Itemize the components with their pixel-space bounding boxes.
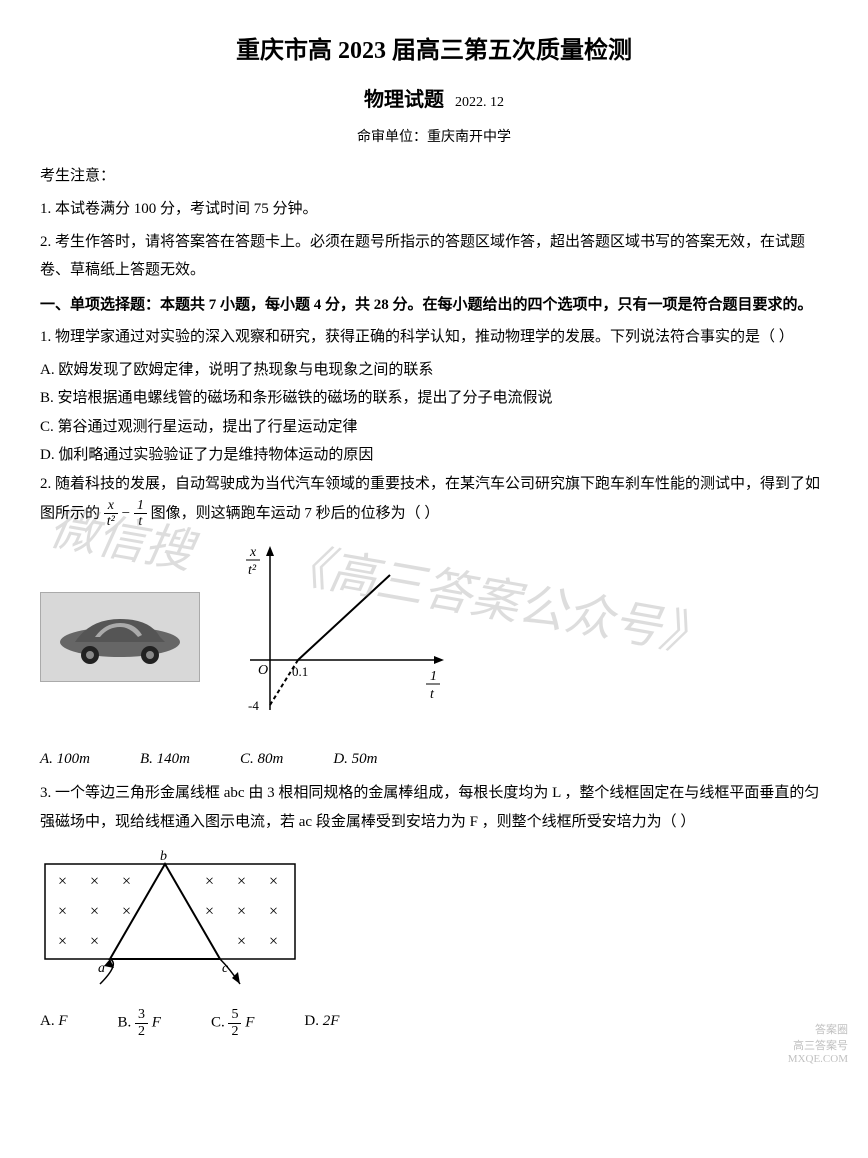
svg-text:×: ×: [58, 873, 67, 890]
q1-option-d: D. 伽利略通过实验验证了力是维持物体运动的原因: [40, 441, 828, 470]
q3-options: A. F B. 32 F C. 52 F D. 2F: [40, 1007, 828, 1039]
svg-text:×: ×: [205, 903, 214, 920]
q3-optb-den: 2: [135, 1024, 148, 1039]
svg-text:×: ×: [58, 933, 67, 950]
car-icon: [50, 607, 190, 667]
q2-stem: 2. 随着科技的发展，自动驾驶成为当代汽车领域的重要技术，在某汽车公司研究旗下跑…: [40, 470, 828, 530]
q2-figure-row: x t² 1 t O 0.1 -4: [40, 540, 828, 735]
q3-opta-prefix: A.: [40, 1013, 58, 1029]
footer-mark2: 高三答案号: [788, 1037, 848, 1053]
main-title: 重庆市高 2023 届高三第五次质量检测: [40, 30, 828, 65]
q1-option-b: B. 安培根据通电螺线管的磁场和条形磁铁的磁场的联系，提出了分子电流假说: [40, 384, 828, 413]
svg-text:×: ×: [269, 933, 278, 950]
q2-option-c: C. 80m: [240, 745, 283, 774]
q2-graph-xint: 0.1: [292, 664, 308, 679]
svg-text:×: ×: [90, 933, 99, 950]
svg-text:×: ×: [122, 903, 131, 920]
q1-option-a: A. 欧姆发现了欧姆定律，说明了热现象与电现象之间的联系: [40, 356, 828, 385]
q3-opta-val: F: [58, 1013, 67, 1029]
svg-text:×: ×: [237, 933, 246, 950]
q2-graph-origin: O: [258, 663, 268, 678]
q3-option-c: C. 52 F: [211, 1007, 254, 1039]
footer-mark1: 答案圈: [788, 1021, 848, 1037]
svg-text:×: ×: [122, 873, 131, 890]
q3-stem: 3. 一个等边三角形金属线框 abc 由 3 根相同规格的金属棒组成，每根长度均…: [40, 779, 828, 836]
q3-optb-num: 3: [135, 1007, 148, 1023]
q3-optc-den: 2: [228, 1024, 241, 1039]
q2-graph-xlabel-den: t: [430, 687, 435, 702]
svg-text:×: ×: [205, 873, 214, 890]
q2-graph-ylabel-den: t²: [248, 563, 257, 578]
q3-optc-suffix: F: [241, 1015, 254, 1031]
q2-option-d: D. 50m: [333, 745, 377, 774]
q3-optd-prefix: D.: [304, 1013, 322, 1029]
q2-frac1-num: x: [104, 498, 118, 514]
q2-frac1-den: t²: [104, 514, 118, 529]
notice-header: 考生注意：: [40, 164, 828, 185]
svg-text:×: ×: [58, 903, 67, 920]
q2-option-b: B. 140m: [140, 745, 190, 774]
q3-vertex-b: b: [160, 849, 167, 864]
notice-item-1: 1. 本试卷满分 100 分，考试时间 75 分钟。: [40, 195, 828, 224]
svg-text:×: ×: [237, 903, 246, 920]
q3-option-d: D. 2F: [304, 1007, 339, 1039]
q3-option-a: A. F: [40, 1007, 68, 1039]
svg-text:×: ×: [90, 903, 99, 920]
q2-stem-part2: 图像，则这辆跑车运动 7 秒后的位移为（ ）: [151, 505, 440, 521]
q2-graph: x t² 1 t O 0.1 -4: [220, 540, 460, 735]
notice-item-2: 2. 考生作答时，请将答案答在答题卡上。必须在题号所指示的答题区域作答，超出答题…: [40, 228, 828, 285]
q2-car-image: [40, 592, 200, 682]
author-line: 命审单位：重庆南开中学: [40, 126, 828, 146]
q2-frac-sep: −: [122, 505, 134, 521]
q3-diagram-svg: ××× ××× ××× ××× ×× ×× b a c: [40, 844, 300, 994]
q2-graph-yint: -4: [248, 698, 259, 713]
footer-marks: 答案圈 高三答案号 MXQE.COM: [788, 1021, 848, 1065]
exam-date: 2022. 12: [455, 95, 504, 110]
q2-frac2-den: t: [134, 514, 147, 529]
q2-option-a: A. 100m: [40, 745, 90, 774]
q3-optc-prefix: C.: [211, 1015, 229, 1031]
sub-title-row: 物理试题 2022. 12: [40, 83, 828, 112]
q3-vertex-a: a: [98, 961, 105, 976]
q2-frac2-num: 1: [134, 498, 147, 514]
svg-text:×: ×: [269, 873, 278, 890]
svg-text:×: ×: [269, 903, 278, 920]
q3-option-b: B. 32 F: [118, 1007, 161, 1039]
sub-title: 物理试题: [364, 89, 444, 111]
footer-mark3: MXQE.COM: [788, 1053, 848, 1065]
svg-text:×: ×: [237, 873, 246, 890]
q3-optd-val: 2F: [323, 1013, 340, 1029]
q2-frac1: x t²: [104, 498, 118, 530]
section-1-header: 一、单项选择题：本题共 7 小题，每小题 4 分，共 28 分。在每小题给出的四…: [40, 291, 828, 320]
q1-option-c: C. 第谷通过观测行星运动，提出了行星运动定律: [40, 413, 828, 442]
q1-stem: 1. 物理学家通过对实验的深入观察和研究，获得正确的科学认知，推动物理学的发展。…: [40, 323, 828, 352]
q2-graph-xlabel-num: 1: [430, 669, 437, 684]
q2-options: A. 100m B. 140m C. 80m D. 50m: [40, 745, 828, 774]
q2-graph-ylabel-num: x: [249, 545, 257, 560]
svg-text:×: ×: [90, 873, 99, 890]
q3-optb-suffix: F: [148, 1015, 161, 1031]
q2-graph-svg: x t² 1 t O 0.1 -4: [220, 540, 460, 730]
q3-optc-num: 5: [228, 1007, 241, 1023]
q3-diagram: ××× ××× ××× ××× ×× ×× b a c: [40, 844, 828, 999]
q3-optb-prefix: B.: [118, 1015, 136, 1031]
q2-frac2: 1 t: [134, 498, 147, 530]
